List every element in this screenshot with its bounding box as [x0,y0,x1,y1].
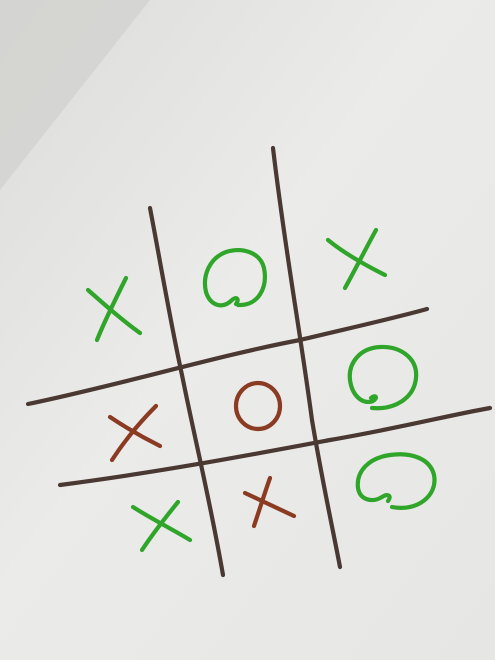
grid-line-horizontal-top [25,306,430,407]
marks [85,227,437,553]
cell-r1c1-x-mark [85,275,143,343]
grid [25,145,493,578]
cell-r2c2-o-mark [233,380,283,432]
grid-line-vertical-right [270,145,343,570]
paper-shadow [0,0,150,190]
cell-r3c3-o-mark [355,452,437,510]
cell-r2c3-o-mark [347,344,419,411]
cell-r3c2-x-mark [242,475,297,529]
cell-r2c1-x-mark [107,403,163,463]
grid-line-horizontal-bottom [57,405,493,488]
cell-r1c2-o-mark [202,248,267,308]
cell-r1c3-x-mark [325,227,388,291]
cell-r3c1-x-mark [130,499,193,553]
grid-line-vertical-left [147,205,226,578]
